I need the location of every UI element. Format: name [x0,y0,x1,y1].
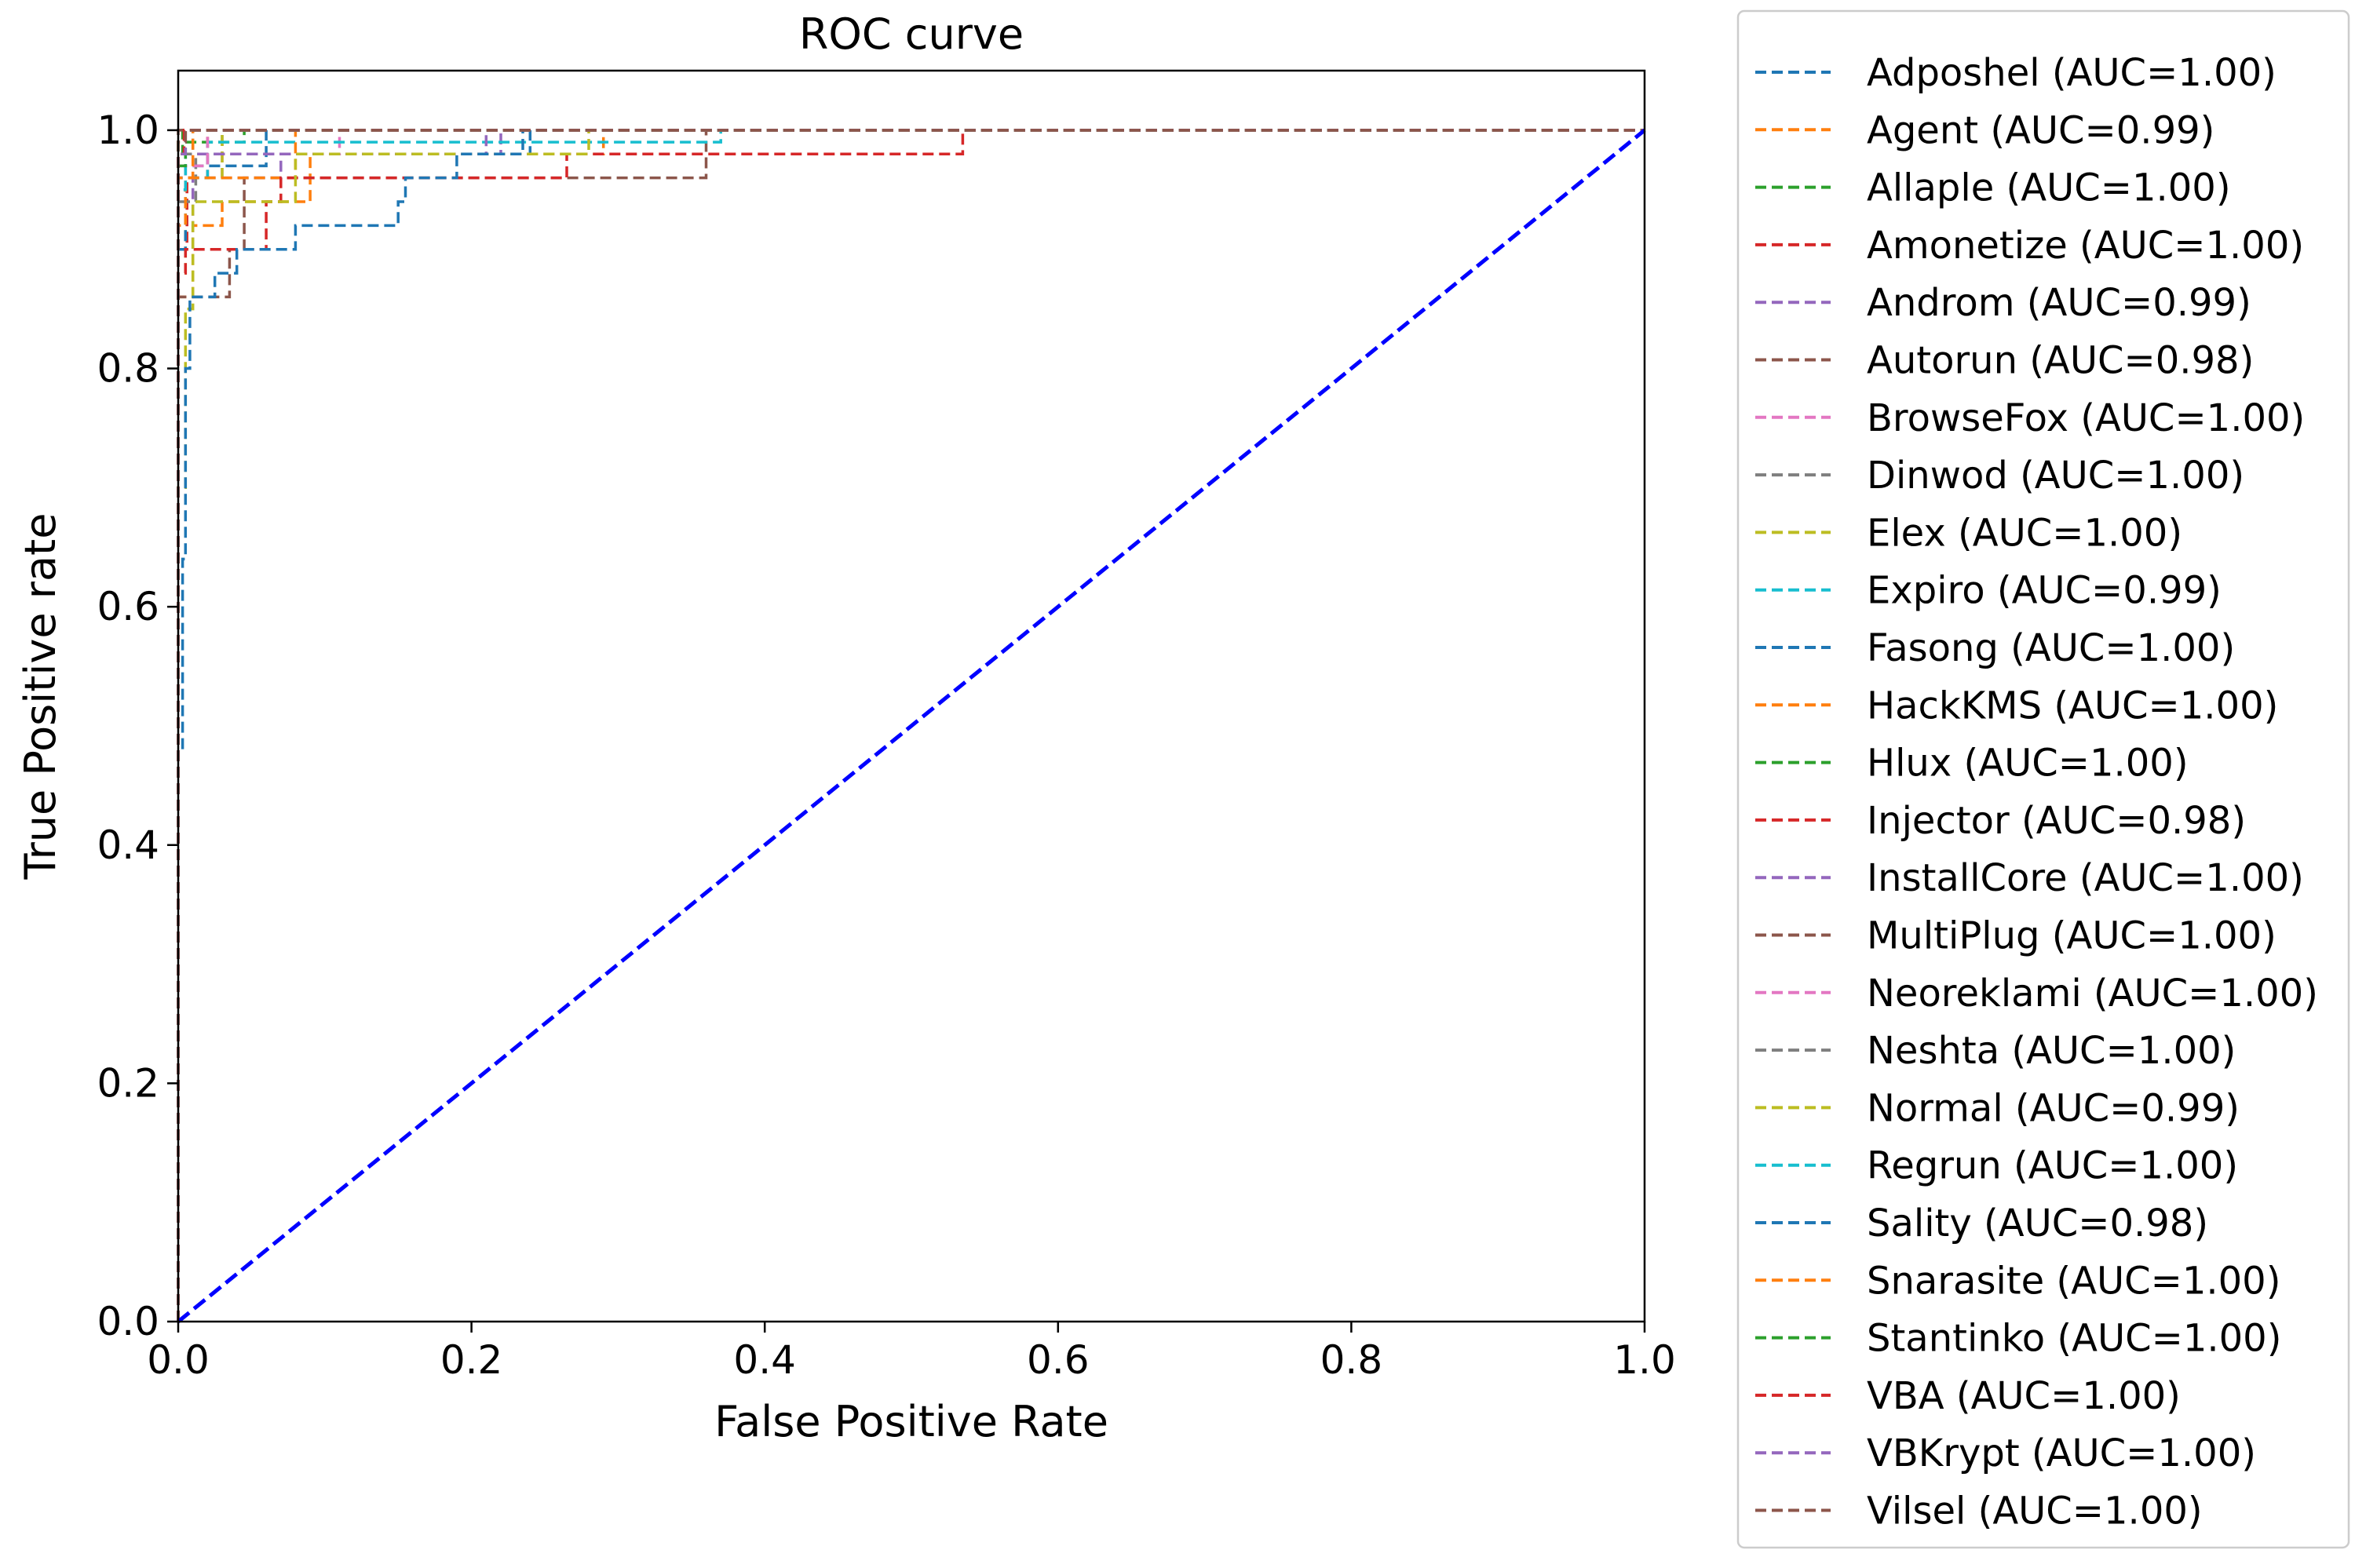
y-axis-label: True Positive rate [16,513,65,881]
x-tick-label: 0.0 [147,1337,210,1383]
legend-label-9: Elex (AUC=1.00) [1867,511,2182,555]
y-tick-label: 1.0 [97,108,159,153]
legend-label-10: Expiro (AUC=0.99) [1867,569,2222,613]
legend: Adposhel (AUC=1.00) Agent (AUC=0.99) Allap… [1736,9,2350,1549]
legend-items: Adposhel (AUC=1.00) Agent (AUC=0.99) Allap… [1755,51,2318,1533]
y-tick-label: 0.8 [97,346,159,392]
legend-label-8: Dinwod (AUC=1.00) [1867,454,2244,498]
legend-label-11: Fasong (AUC=1.00) [1867,626,2235,670]
legend-label-16: MultiPlug (AUC=1.00) [1867,914,2277,958]
legend-label-22: Snarasite (AUC=1.00) [1867,1259,2280,1303]
plot-frame [177,69,1646,1323]
legend-label-26: Vilsel (AUC=1.00) [1867,1490,2203,1533]
y-tick-label: 0.2 [97,1060,159,1106]
x-tick-label: 1.0 [1613,1337,1676,1383]
legend-label-2: Agent (AUC=0.99) [1867,108,2214,152]
legend-label-23: Stantinko (AUC=1.00) [1867,1317,2281,1361]
x-axis: 0.0 0.2 0.4 0.6 0.8 1.0 [147,1322,1676,1383]
roc-curve-21 [177,129,1645,1322]
legend-label-14: Injector (AUC=0.98) [1867,799,2246,843]
y-tick-label: 0.0 [97,1299,159,1344]
legend-label-12: HackKMS (AUC=1.00) [1867,684,2278,727]
y-tick-label: 0.6 [97,584,159,629]
y-tick-label: 0.4 [97,822,159,868]
legend-label-20: Regrun (AUC=1.00) [1867,1144,2238,1188]
legend-label-21: Sality (AUC=0.98) [1867,1202,2208,1245]
x-tick-label: 0.4 [733,1337,796,1383]
legend-label-1: Adposhel (AUC=1.00) [1867,51,2277,95]
legend-label-6: Autorun (AUC=0.98) [1867,339,2254,383]
x-tick-label: 0.8 [1320,1337,1383,1383]
legend-label-5: Androm (AUC=0.99) [1867,281,2251,325]
roc-curve-26 [177,129,1645,1322]
legend-label-13: Hlux (AUC=1.00) [1867,742,2189,786]
x-tick-label: 0.2 [440,1337,503,1383]
legend-label-24: VBA (AUC=1.00) [1867,1374,2181,1418]
legend-label-4: Amonetize (AUC=1.00) [1867,224,2304,268]
x-axis-label: False Positive Rate [714,1397,1108,1446]
legend-label-15: InstallCore (AUC=1.00) [1867,856,2304,900]
y-axis: 0.0 0.2 0.4 0.6 0.8 1.0 [97,108,178,1344]
legend-label-25: VBKrypt (AUC=1.00) [1867,1431,2256,1475]
reference-diagonal-line [177,128,1646,1323]
chart-title: ROC curve [799,9,1024,59]
legend-label-19: Normal (AUC=0.99) [1867,1086,2240,1130]
legend-label-18: Neshta (AUC=1.00) [1867,1029,2236,1073]
plot-area [177,69,1646,1323]
roc-curve-19 [177,129,1645,1322]
legend-label-3: Allaple (AUC=1.00) [1867,166,2231,210]
x-tick-label: 0.6 [1027,1337,1090,1383]
legend-label-17: Neoreklami (AUC=1.00) [1867,972,2318,1016]
legend-label-7: BrowseFox (AUC=1.00) [1867,396,2305,440]
legend-frame [1736,9,2350,1549]
